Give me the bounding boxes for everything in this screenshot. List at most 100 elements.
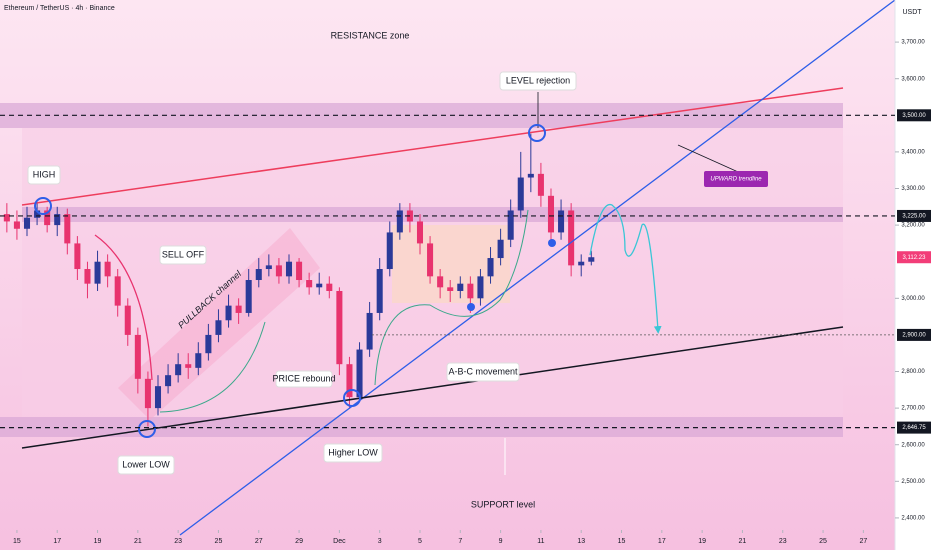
candle-body [275,265,282,277]
candle-body [346,364,353,398]
level-label: 2,900.00 [902,332,926,338]
candle-body [588,257,595,262]
label-box [27,165,61,185]
candle-body [84,269,91,284]
annotation: LEVEL rejection [506,75,570,85]
candle-body [447,287,454,291]
point [467,303,475,311]
y-tick-label: 3,400.00 [901,149,925,155]
x-tick-label: 25 [215,538,223,545]
candle-body [537,173,544,196]
candle-body [326,283,333,291]
candle-body [205,334,212,354]
level-label: 3,112.23 [903,255,927,261]
abc-arrow [374,209,529,386]
candle-body [94,261,101,284]
candle-body [547,195,555,233]
currency: USDT [902,9,922,16]
candle-body [134,334,141,379]
price-axis [895,0,932,550]
candle-body [568,210,575,266]
candle-body [124,305,131,335]
y-tick-label: 2,700.00 [901,406,925,412]
candle-body [3,214,10,222]
selloff-arrow [94,234,153,381]
candle-body [386,232,393,270]
x-tick-label: 13 [577,538,585,545]
lower-low-circle [138,420,156,438]
rebound-arrow [159,321,266,413]
level-label: 3,500.00 [902,113,926,119]
candle-body [306,280,313,288]
label-box [704,171,768,187]
candle-body [114,276,121,306]
candle-body [356,349,363,398]
support-zone [0,417,843,437]
x-tick-label: 9 [499,538,503,545]
x-tick-label: 7 [458,538,462,545]
y-tick-label: 3,000.00 [901,296,925,302]
candle-body [64,214,71,244]
rejection-circle [528,124,546,142]
x-tick-label: 17 [53,538,61,545]
x-tick-label: 11 [537,538,544,545]
candle-body [336,290,343,365]
candle-body [195,353,202,368]
level-label: 2,646.75 [902,425,926,431]
candle-body [517,177,524,211]
candle-body [34,210,41,218]
x-tick-label: 21 [739,538,747,545]
x-tick-label: 17 [658,538,666,545]
level-label-box [897,251,931,264]
x-tick-label: 19 [94,538,102,545]
candle-body [235,305,242,313]
upward-trendline [179,0,896,536]
label-box [323,443,383,463]
candle-body [316,283,323,288]
x-tick-label: 25 [819,538,827,545]
candle-body [215,320,222,335]
level-label-box [897,421,931,434]
x-tick-label: 23 [779,538,787,545]
candle-body [376,269,383,313]
x-tick-label: Dec [333,538,346,545]
support-trendline [21,326,844,449]
candle-body [44,210,51,226]
x-tick-label: 5 [418,538,422,545]
candle-body [477,276,484,299]
candle-body [265,265,272,270]
x-tick-label: 27 [859,538,867,545]
mid-zone [22,207,843,222]
x-tick-label: 27 [255,538,263,545]
annotation: RESISTANCE zone [331,30,410,40]
candle-body [366,312,373,350]
y-tick-label: 3,300.00 [901,186,925,192]
candle-body [437,276,444,288]
candle-body [457,283,464,291]
annotation: Lower LOW [122,459,170,469]
label-box [446,362,520,382]
candle-body [245,280,252,313]
candle-body [497,239,504,259]
candle-body [527,173,534,178]
annotation: SUPPORT level [471,499,535,509]
x-tick-label: 21 [134,538,142,545]
candle-body [416,221,424,244]
annotation: HIGH [33,169,56,179]
x-tick-label: 23 [174,538,182,545]
annotation: PRICE rebound [272,373,335,383]
annotation: SELL OFF [162,249,205,259]
point [548,239,556,247]
projection-path [589,203,662,334]
y-tick-label: 2,600.00 [901,442,925,448]
y-tick-label: 3,200.00 [901,223,925,229]
candle-body [255,269,262,281]
annotation: A-B-C movement [448,366,518,376]
candle-body [175,364,182,376]
higher-low-circle [343,389,361,407]
annotation: UPWARD trendline [710,177,762,183]
y-tick-label: 3,700.00 [901,40,925,46]
x-tick-label: 29 [295,538,303,545]
y-tick-label: 2,500.00 [901,479,925,485]
